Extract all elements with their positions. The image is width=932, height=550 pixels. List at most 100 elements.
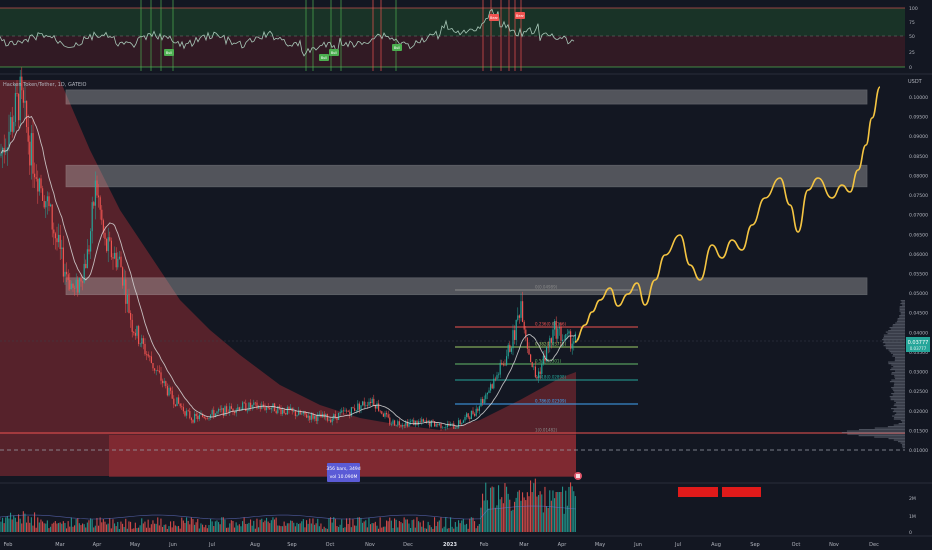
volume-bar xyxy=(470,517,472,532)
volume-bar xyxy=(542,512,544,532)
candle-body xyxy=(266,406,268,410)
time-tick-label: Aug xyxy=(711,542,721,548)
volume-bar xyxy=(419,522,421,532)
volume-profile-bar xyxy=(902,447,905,449)
candle-body xyxy=(378,403,380,411)
candle-body xyxy=(312,413,314,419)
candle-body xyxy=(6,147,8,150)
candle-body xyxy=(371,398,373,404)
rsi-signal-bar xyxy=(500,0,502,71)
volume-bar xyxy=(573,491,575,532)
candle-body xyxy=(136,326,138,336)
alert-icon[interactable] xyxy=(574,472,582,480)
candle-body xyxy=(101,209,103,221)
candle-body xyxy=(234,411,236,414)
candle-body xyxy=(403,425,405,426)
candle-body xyxy=(370,401,372,404)
volume-bar xyxy=(59,522,61,532)
volume-bar xyxy=(126,528,128,532)
candle-body xyxy=(19,76,21,121)
volume-bar xyxy=(363,521,365,532)
candle-body xyxy=(107,237,109,252)
candle-body xyxy=(226,406,228,413)
volume-bar xyxy=(141,518,143,532)
candle-body xyxy=(147,354,149,357)
volume-bar xyxy=(290,520,292,532)
candle-body xyxy=(80,278,82,282)
candle-body xyxy=(157,370,159,371)
candle-body xyxy=(106,238,108,252)
volume-bar xyxy=(330,517,332,532)
volume-bar xyxy=(24,513,26,532)
volume-bar xyxy=(136,528,138,532)
volume-bar xyxy=(568,486,570,532)
volume-bar xyxy=(200,523,202,532)
candle-body xyxy=(182,407,184,412)
volume-bar xyxy=(146,527,148,532)
candle-body xyxy=(501,362,503,365)
candle-body xyxy=(546,346,548,362)
rsi-badge-label: Bear xyxy=(516,14,524,18)
candle-body xyxy=(123,279,125,286)
volume-pane[interactable]: 2M 1M 0 xyxy=(0,478,916,536)
price-axis[interactable]: USDT 0.10000 0.09500 0.09000 0.08500 0.08000… xyxy=(906,79,930,454)
volume-bar xyxy=(342,527,344,532)
volume-bar xyxy=(165,524,167,532)
candle-body xyxy=(290,407,292,410)
volume-bar xyxy=(507,493,509,532)
candle-body xyxy=(224,406,226,416)
time-tick-label: Apr xyxy=(93,542,103,548)
candle-body xyxy=(530,354,532,363)
candle-body xyxy=(294,411,296,417)
candle-body xyxy=(110,240,112,258)
candle-body xyxy=(102,220,104,233)
candle-body xyxy=(190,418,192,421)
rsi-pane[interactable]: Bull Bull Bull Bull Bear Bear xyxy=(0,0,905,71)
candle-body xyxy=(336,417,338,421)
candle-body xyxy=(194,413,196,423)
volume-profile-bar xyxy=(894,382,905,384)
volume-bar xyxy=(366,527,368,532)
red-marker-2 xyxy=(722,487,761,497)
candle-body xyxy=(117,258,119,268)
candle-body xyxy=(531,362,533,368)
candle-body xyxy=(152,362,154,369)
volume-profile-bar xyxy=(894,417,905,419)
volume-bar xyxy=(368,518,370,532)
volume-profile-bar xyxy=(891,367,905,369)
volume-bar xyxy=(549,490,551,532)
volume-profile-bar xyxy=(883,337,905,339)
time-tick-label: Jul xyxy=(208,542,215,548)
candle-body xyxy=(158,370,160,373)
volume-bar xyxy=(461,520,463,532)
volume-bar xyxy=(483,500,485,532)
candle-body xyxy=(74,287,76,289)
candle-body xyxy=(547,346,549,348)
volume-profile-bar xyxy=(895,322,905,324)
candle-body xyxy=(355,410,357,411)
volume-profile-bar xyxy=(892,388,905,390)
volume-bar xyxy=(445,517,447,532)
volume-bar xyxy=(518,490,520,532)
candle-body xyxy=(472,410,474,414)
volume-bar xyxy=(480,507,482,532)
candle-body xyxy=(283,409,285,413)
candle-body xyxy=(275,411,277,414)
volume-bar xyxy=(170,521,172,532)
volume-profile-bar xyxy=(893,384,905,386)
volume-bar xyxy=(331,522,333,532)
candle-body xyxy=(442,427,444,429)
candle-body xyxy=(486,392,488,395)
volume-bar xyxy=(442,528,444,532)
volume-bar xyxy=(302,519,304,532)
candle-body xyxy=(181,406,183,408)
volume-profile-bar xyxy=(887,333,905,335)
price-pane[interactable]: 0(0.04989) 0.236(0.04166) 0.382(0.03715) 0.… xyxy=(0,67,905,482)
volume-bar xyxy=(168,526,170,532)
candle-body xyxy=(8,131,10,148)
candle-body xyxy=(11,117,13,132)
time-axis[interactable]: Feb Mar Apr May Jun Jul Aug Sep Oct Nov Dec 2023 Feb… xyxy=(4,542,880,548)
volume-bar xyxy=(11,519,13,532)
candle-body xyxy=(126,294,128,304)
